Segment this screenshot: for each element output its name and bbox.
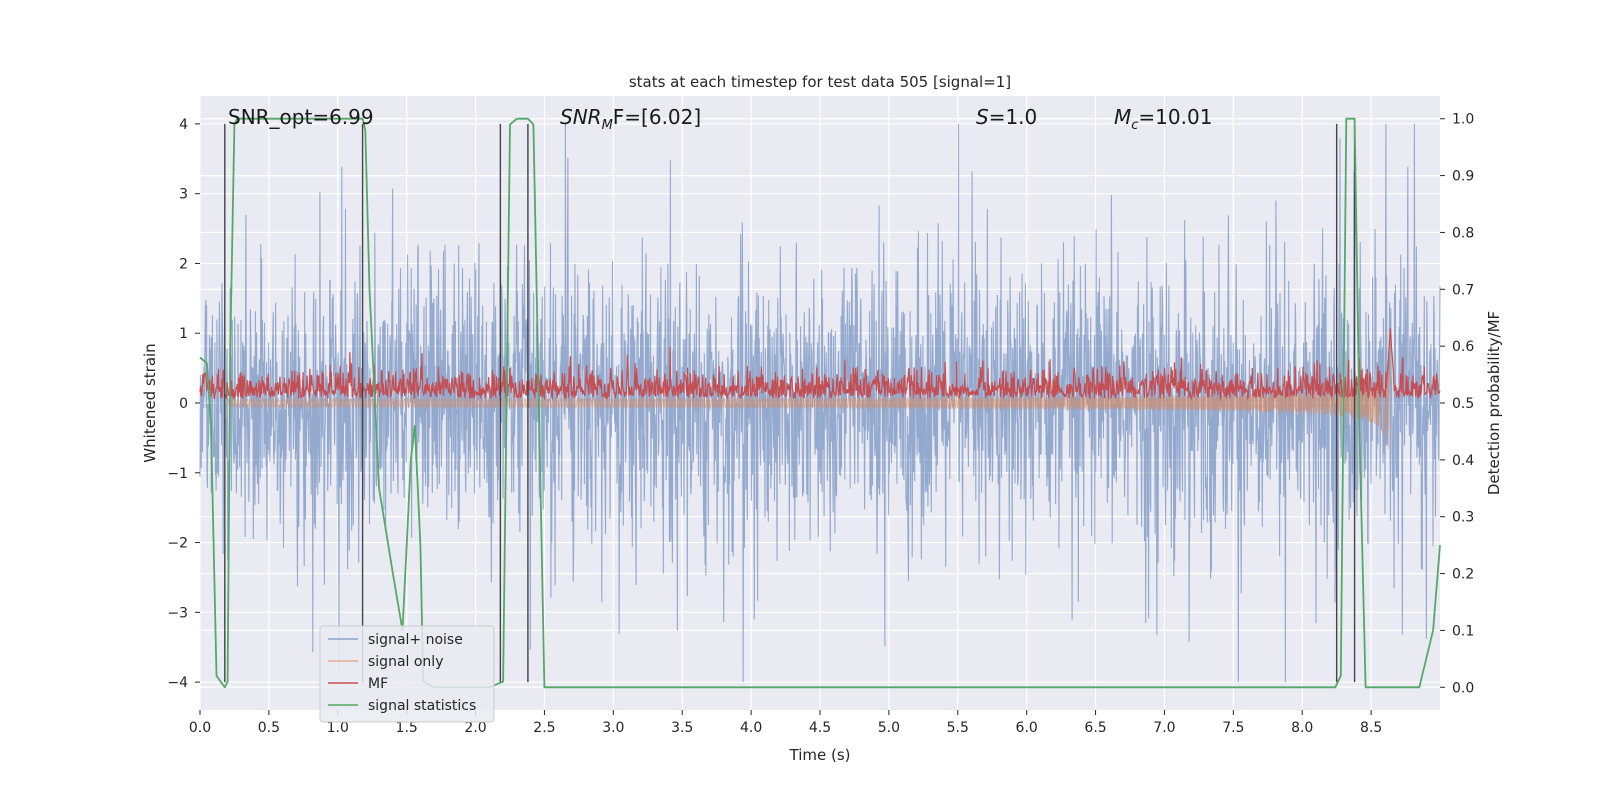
signal-only-series xyxy=(227,330,1391,449)
x-tick-label: 8.0 xyxy=(1291,720,1313,736)
annotation-snr-mf-b: F=[6.02] xyxy=(613,105,701,129)
y-right-axis-label: Detection probability/MF xyxy=(1485,311,1503,495)
y-right-tick-label: 0.6 xyxy=(1452,339,1474,355)
y-left-axis-ticks: −4 −3 −2 −1 0 1 2 3 4 xyxy=(167,117,200,691)
y-right-tick-label: 0.0 xyxy=(1452,680,1474,696)
y-right-tick-label: 0.7 xyxy=(1452,282,1474,298)
signal-noise-line xyxy=(199,123,1441,683)
y-right-tick-label: 0.3 xyxy=(1452,510,1474,526)
annotation-mc-sub: c xyxy=(1131,118,1138,133)
x-tick-label: 6.5 xyxy=(1084,720,1106,736)
x-tick-label: 7.5 xyxy=(1222,720,1244,736)
y-left-tick-label: 3 xyxy=(179,187,188,203)
legend-label-signal-noise: signal+ noise xyxy=(368,632,463,648)
annotation-snr-mf-a: SNR xyxy=(560,105,602,129)
annotation-mc-b: =10.01 xyxy=(1138,105,1212,129)
annotation-s-a: S xyxy=(976,105,989,129)
vertical-lines xyxy=(224,123,1356,683)
signal-only-line xyxy=(227,330,1391,449)
x-axis-label: Time (s) xyxy=(789,746,851,764)
x-tick-label: 2.5 xyxy=(533,720,555,736)
x-tick-label: 7.0 xyxy=(1153,720,1175,736)
y-left-tick-label: 2 xyxy=(179,256,188,272)
y-right-tick-label: 1.0 xyxy=(1452,112,1474,128)
y-right-tick-label: 0.8 xyxy=(1452,225,1474,241)
y-right-tick-label: 0.2 xyxy=(1452,567,1474,583)
x-tick-label: 5.5 xyxy=(947,720,969,736)
x-tick-label: 6.0 xyxy=(1016,720,1038,736)
annotation-s: S=1.0 xyxy=(976,105,1037,129)
x-tick-label: 4.0 xyxy=(740,720,762,736)
x-tick-label: 2.0 xyxy=(464,720,486,736)
y-right-axis-ticks: 0.0 0.1 0.2 0.3 0.4 0.5 0.6 0.7 0.8 0.9 1.0 xyxy=(1440,112,1474,696)
y-left-tick-label: −1 xyxy=(167,466,188,482)
y-left-tick-label: −2 xyxy=(167,536,188,552)
legend-label-signal-statistics: signal statistics xyxy=(368,698,476,714)
y-right-tick-label: 0.4 xyxy=(1452,453,1474,469)
signal-noise-series xyxy=(199,123,1441,683)
legend-label-mf: MF xyxy=(368,676,388,692)
y-right-tick-label: 0.1 xyxy=(1452,623,1474,639)
y-right-tick-label: 0.9 xyxy=(1452,169,1474,185)
annotation-s-b: =1.0 xyxy=(989,105,1038,129)
x-axis-ticks: 0.0 0.5 1.0 1.5 2.0 2.5 3.0 3.5 4.0 4.5 5.0 5.5 6.0 6… xyxy=(189,710,1382,736)
annotation-mc-a: M xyxy=(1114,105,1131,129)
mf-line xyxy=(199,328,1441,401)
x-tick-label: 0.5 xyxy=(258,720,280,736)
annotation-mc: Mc=10.01 xyxy=(1114,105,1212,133)
x-tick-label: 1.5 xyxy=(396,720,418,736)
annotation-snr-opt: SNR_opt=6.99 xyxy=(228,105,374,129)
legend-box xyxy=(319,625,495,723)
x-tick-label: 3.0 xyxy=(602,720,624,736)
y-left-tick-label: 4 xyxy=(179,117,188,133)
y-left-tick-label: 1 xyxy=(179,326,188,342)
legend-label-signal-only: signal only xyxy=(368,654,443,670)
legend: signal+ noise signal only MF signal stat… xyxy=(319,625,495,723)
y-right-tick-label: 0.5 xyxy=(1452,396,1474,412)
y-left-axis-label: Whitened strain xyxy=(141,343,159,462)
x-tick-label: 8.5 xyxy=(1360,720,1382,736)
chart-title: stats at each timestep for test data 505… xyxy=(629,73,1011,91)
x-tick-label: 0.0 xyxy=(189,720,211,736)
annotation-snr-mf-sub: M xyxy=(602,118,613,133)
x-tick-label: 1.0 xyxy=(327,720,349,736)
x-tick-label: 3.5 xyxy=(671,720,693,736)
y-left-tick-label: −3 xyxy=(167,605,188,621)
y-left-tick-label: −4 xyxy=(167,675,188,691)
annotation-snr-mf: SNRMF=[6.02] xyxy=(560,105,701,133)
mf-series xyxy=(199,328,1441,401)
x-tick-label: 4.5 xyxy=(809,720,831,736)
y-left-tick-label: 0 xyxy=(179,396,188,412)
x-tick-label: 5.0 xyxy=(878,720,900,736)
